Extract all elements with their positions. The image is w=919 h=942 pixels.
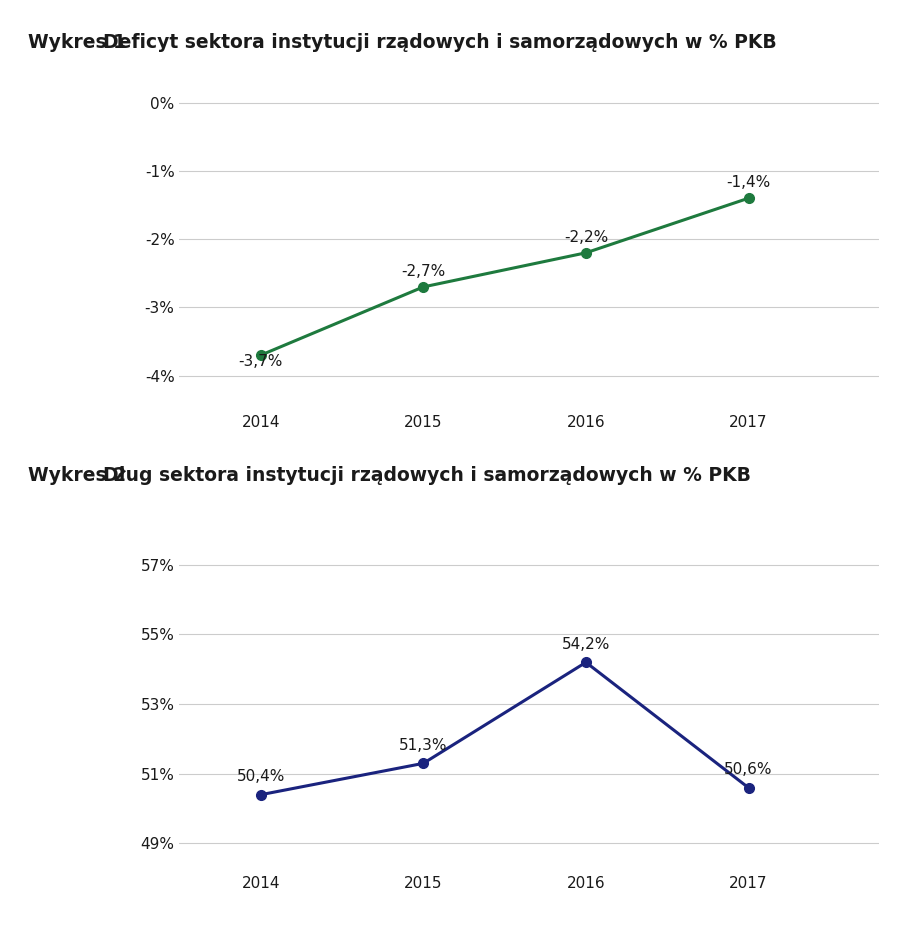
Text: Deficyt sektora instytucji rządowych i samorządowych w % PKB: Deficyt sektora instytucji rządowych i s… — [90, 33, 776, 52]
Text: 50,4%: 50,4% — [236, 770, 285, 785]
Text: 54,2%: 54,2% — [562, 637, 609, 652]
Text: -1,4%: -1,4% — [726, 175, 770, 190]
Text: Dług sektora instytucji rządowych i samorządowych w % PKB: Dług sektora instytucji rządowych i samo… — [90, 466, 750, 485]
Text: Wykres 1: Wykres 1 — [28, 33, 126, 52]
Text: -3,7%: -3,7% — [238, 354, 282, 369]
Text: -2,2%: -2,2% — [563, 230, 607, 245]
Text: Wykres 2: Wykres 2 — [28, 466, 126, 485]
Text: 50,6%: 50,6% — [723, 762, 772, 777]
Text: -2,7%: -2,7% — [401, 264, 445, 279]
Text: 51,3%: 51,3% — [399, 738, 447, 753]
